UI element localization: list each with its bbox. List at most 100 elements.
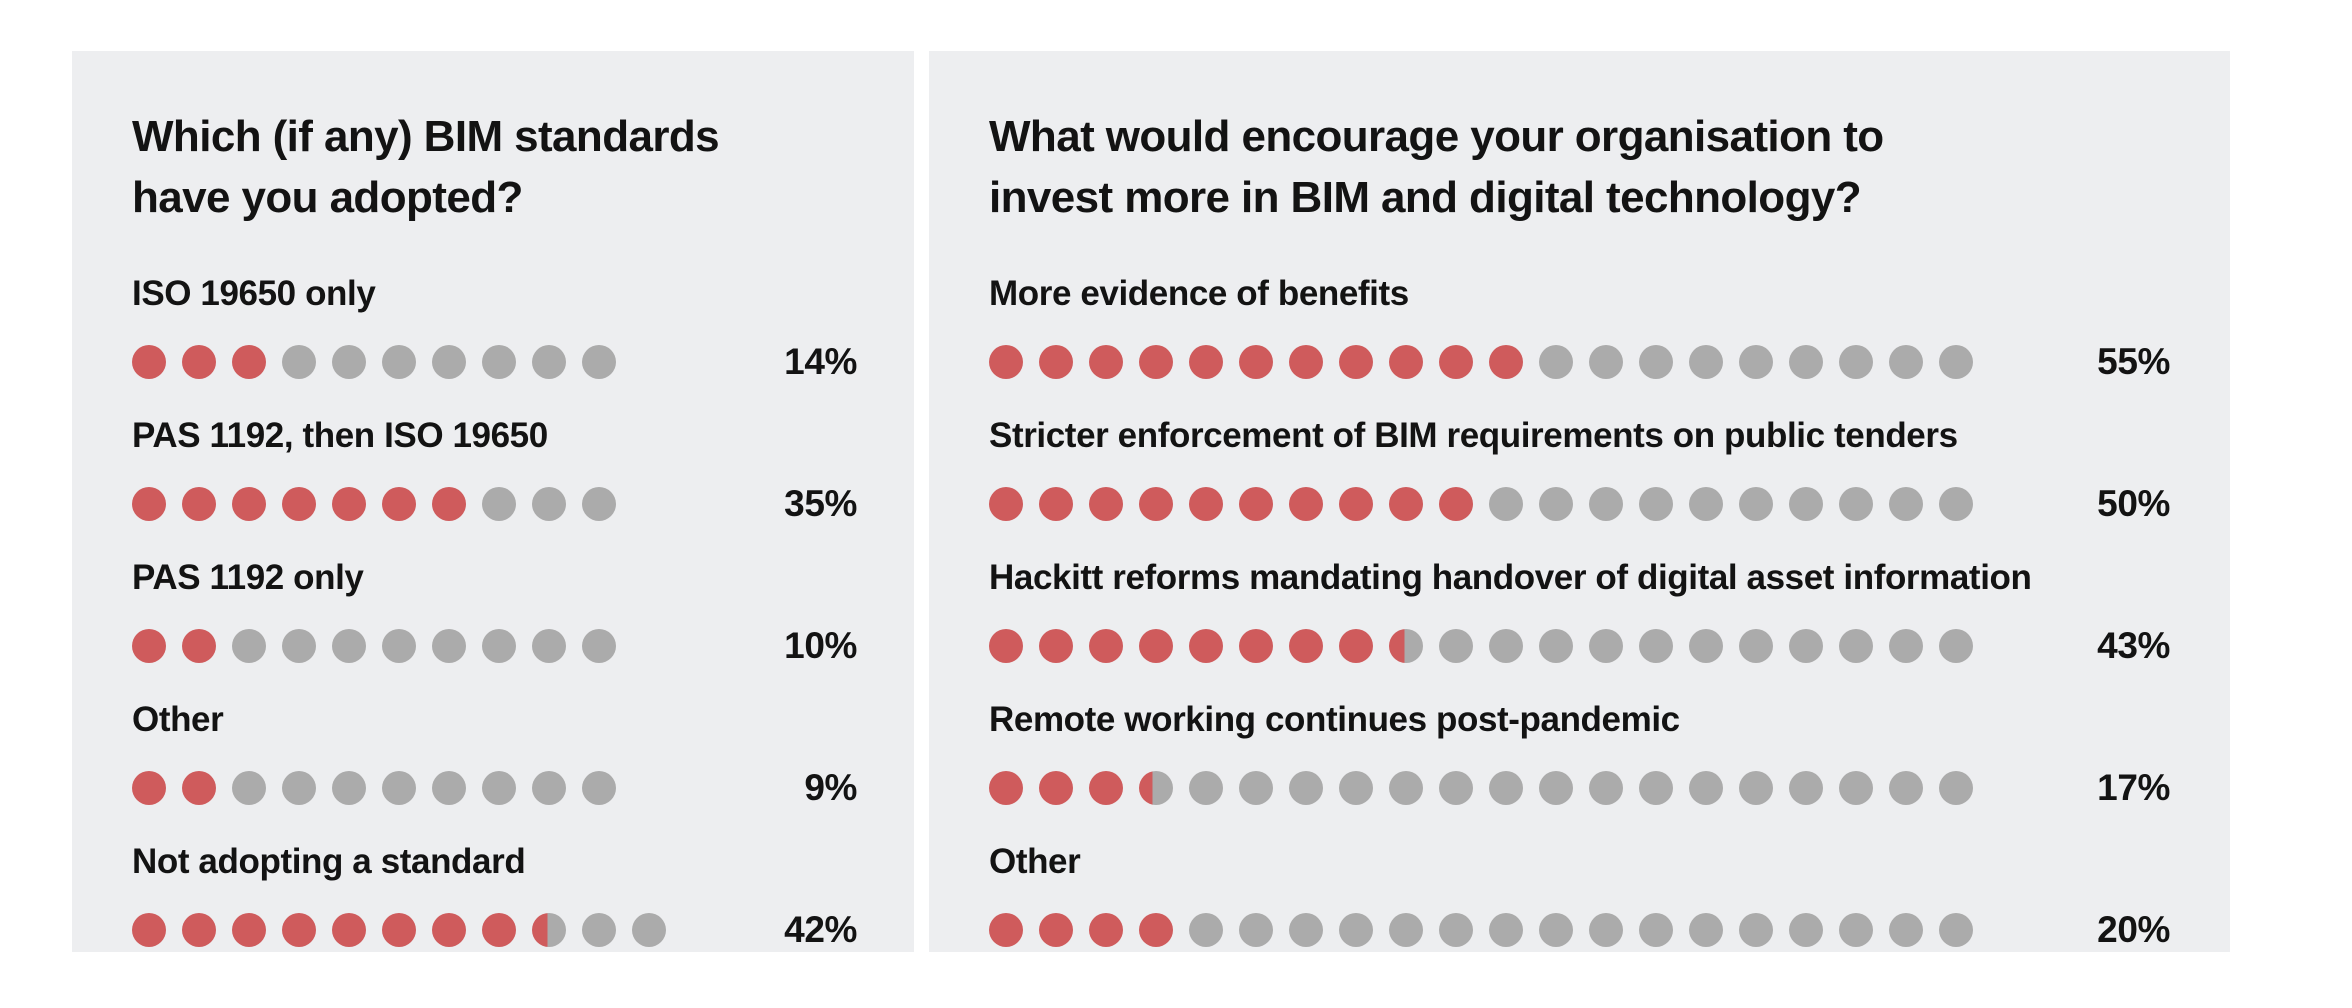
dot-empty xyxy=(1339,913,1373,948)
dot-filled xyxy=(1389,345,1423,380)
chart-row: Hackitt reforms mandating handover of di… xyxy=(989,558,2170,667)
dot-empty xyxy=(1439,771,1473,806)
dot-filled xyxy=(1189,487,1223,522)
dot-empty xyxy=(1589,771,1623,806)
dot-filled xyxy=(1039,345,1073,380)
dot-filled xyxy=(1239,629,1273,664)
dot-track xyxy=(132,913,666,948)
dot-row: 43% xyxy=(989,625,2170,667)
chart-row: Other 20% xyxy=(989,842,2170,951)
dot-filled xyxy=(282,913,316,948)
dot-filled xyxy=(382,913,416,948)
category-label: Other xyxy=(989,842,1081,882)
dot-filled xyxy=(482,913,516,948)
dot-filled xyxy=(1089,629,1123,664)
dot-empty xyxy=(232,771,266,806)
dot-filled xyxy=(232,913,266,948)
dot-empty xyxy=(532,487,566,522)
dot-row: 42% xyxy=(132,909,857,951)
value-label: 10% xyxy=(784,625,857,667)
dot-empty xyxy=(1639,629,1673,664)
dot-empty xyxy=(1489,913,1523,948)
value-label: 14% xyxy=(784,341,857,383)
dot-empty xyxy=(1789,487,1823,522)
dot-empty xyxy=(1739,913,1773,948)
dot-empty xyxy=(1639,345,1673,380)
dot-filled xyxy=(182,913,216,948)
dot-track xyxy=(132,629,616,664)
dot-empty xyxy=(1839,345,1873,380)
dot-filled xyxy=(1039,913,1073,948)
dot-partial xyxy=(532,913,566,948)
chart-row: Remote working continues post-pandemic 17… xyxy=(989,700,2170,809)
dot-filled xyxy=(132,487,166,522)
dot-row: 55% xyxy=(989,341,2170,383)
category-label: Other xyxy=(132,700,224,740)
dot-empty xyxy=(1739,487,1773,522)
value-label: 43% xyxy=(2097,625,2170,667)
dot-track xyxy=(989,771,1973,806)
category-label: More evidence of benefits xyxy=(989,274,1409,314)
dot-empty xyxy=(1839,913,1873,948)
dot-empty xyxy=(1489,771,1523,806)
dot-row: 35% xyxy=(132,483,857,525)
dot-filled xyxy=(1289,487,1323,522)
dot-empty xyxy=(1289,913,1323,948)
dot-empty xyxy=(582,629,616,664)
dot-empty xyxy=(1289,771,1323,806)
chart-panel-bim-investment: What would encourage your organisation t… xyxy=(929,51,2230,952)
dot-filled xyxy=(1039,629,1073,664)
chart-row: More evidence of benefits 55% xyxy=(989,274,2170,383)
dot-filled xyxy=(332,487,366,522)
dot-empty xyxy=(582,913,616,948)
dot-empty xyxy=(1539,771,1573,806)
dot-filled xyxy=(1089,771,1123,806)
chart-row: Stricter enforcement of BIM requirements… xyxy=(989,416,2170,525)
dot-empty xyxy=(1639,771,1673,806)
dot-empty xyxy=(1739,345,1773,380)
dot-filled xyxy=(1239,345,1273,380)
dot-filled xyxy=(989,345,1023,380)
dot-empty xyxy=(1689,913,1723,948)
dot-empty xyxy=(1639,487,1673,522)
dot-empty xyxy=(482,487,516,522)
dot-empty xyxy=(1589,629,1623,664)
dot-empty xyxy=(332,629,366,664)
dot-empty xyxy=(1589,487,1623,522)
category-label: PAS 1192 only xyxy=(132,558,364,598)
dot-filled xyxy=(1339,629,1373,664)
title-line-1: What would encourage your organisation t… xyxy=(989,112,1884,161)
dot-filled xyxy=(182,345,216,380)
dot-filled xyxy=(1139,629,1173,664)
dot-filled xyxy=(989,913,1023,948)
dot-filled xyxy=(1089,345,1123,380)
title-line-2: invest more in BIM and digital technolog… xyxy=(989,172,1862,222)
dot-partial xyxy=(1139,771,1173,806)
dot-empty xyxy=(532,629,566,664)
chart-row: Not adopting a standard 42% xyxy=(132,842,857,951)
dot-empty xyxy=(1789,629,1823,664)
dot-filled xyxy=(1139,345,1173,380)
dot-empty xyxy=(1889,771,1923,806)
dot-empty xyxy=(1889,487,1923,522)
dot-empty xyxy=(1539,345,1573,380)
category-label: Not adopting a standard xyxy=(132,842,526,882)
dot-empty xyxy=(1889,345,1923,380)
dot-empty xyxy=(282,771,316,806)
dot-empty xyxy=(382,771,416,806)
dot-empty xyxy=(582,771,616,806)
value-label: 55% xyxy=(2097,341,2170,383)
dot-empty xyxy=(432,629,466,664)
dot-filled xyxy=(1389,487,1423,522)
dot-empty xyxy=(632,913,666,948)
dot-empty xyxy=(1189,913,1223,948)
dot-filled xyxy=(1439,487,1473,522)
dot-track xyxy=(132,771,616,806)
dot-empty xyxy=(1789,771,1823,806)
dot-empty xyxy=(1639,913,1673,948)
dot-filled xyxy=(182,771,216,806)
dot-empty xyxy=(1239,771,1273,806)
dot-track xyxy=(989,629,1973,664)
dot-empty xyxy=(1489,487,1523,522)
dot-empty xyxy=(1739,629,1773,664)
